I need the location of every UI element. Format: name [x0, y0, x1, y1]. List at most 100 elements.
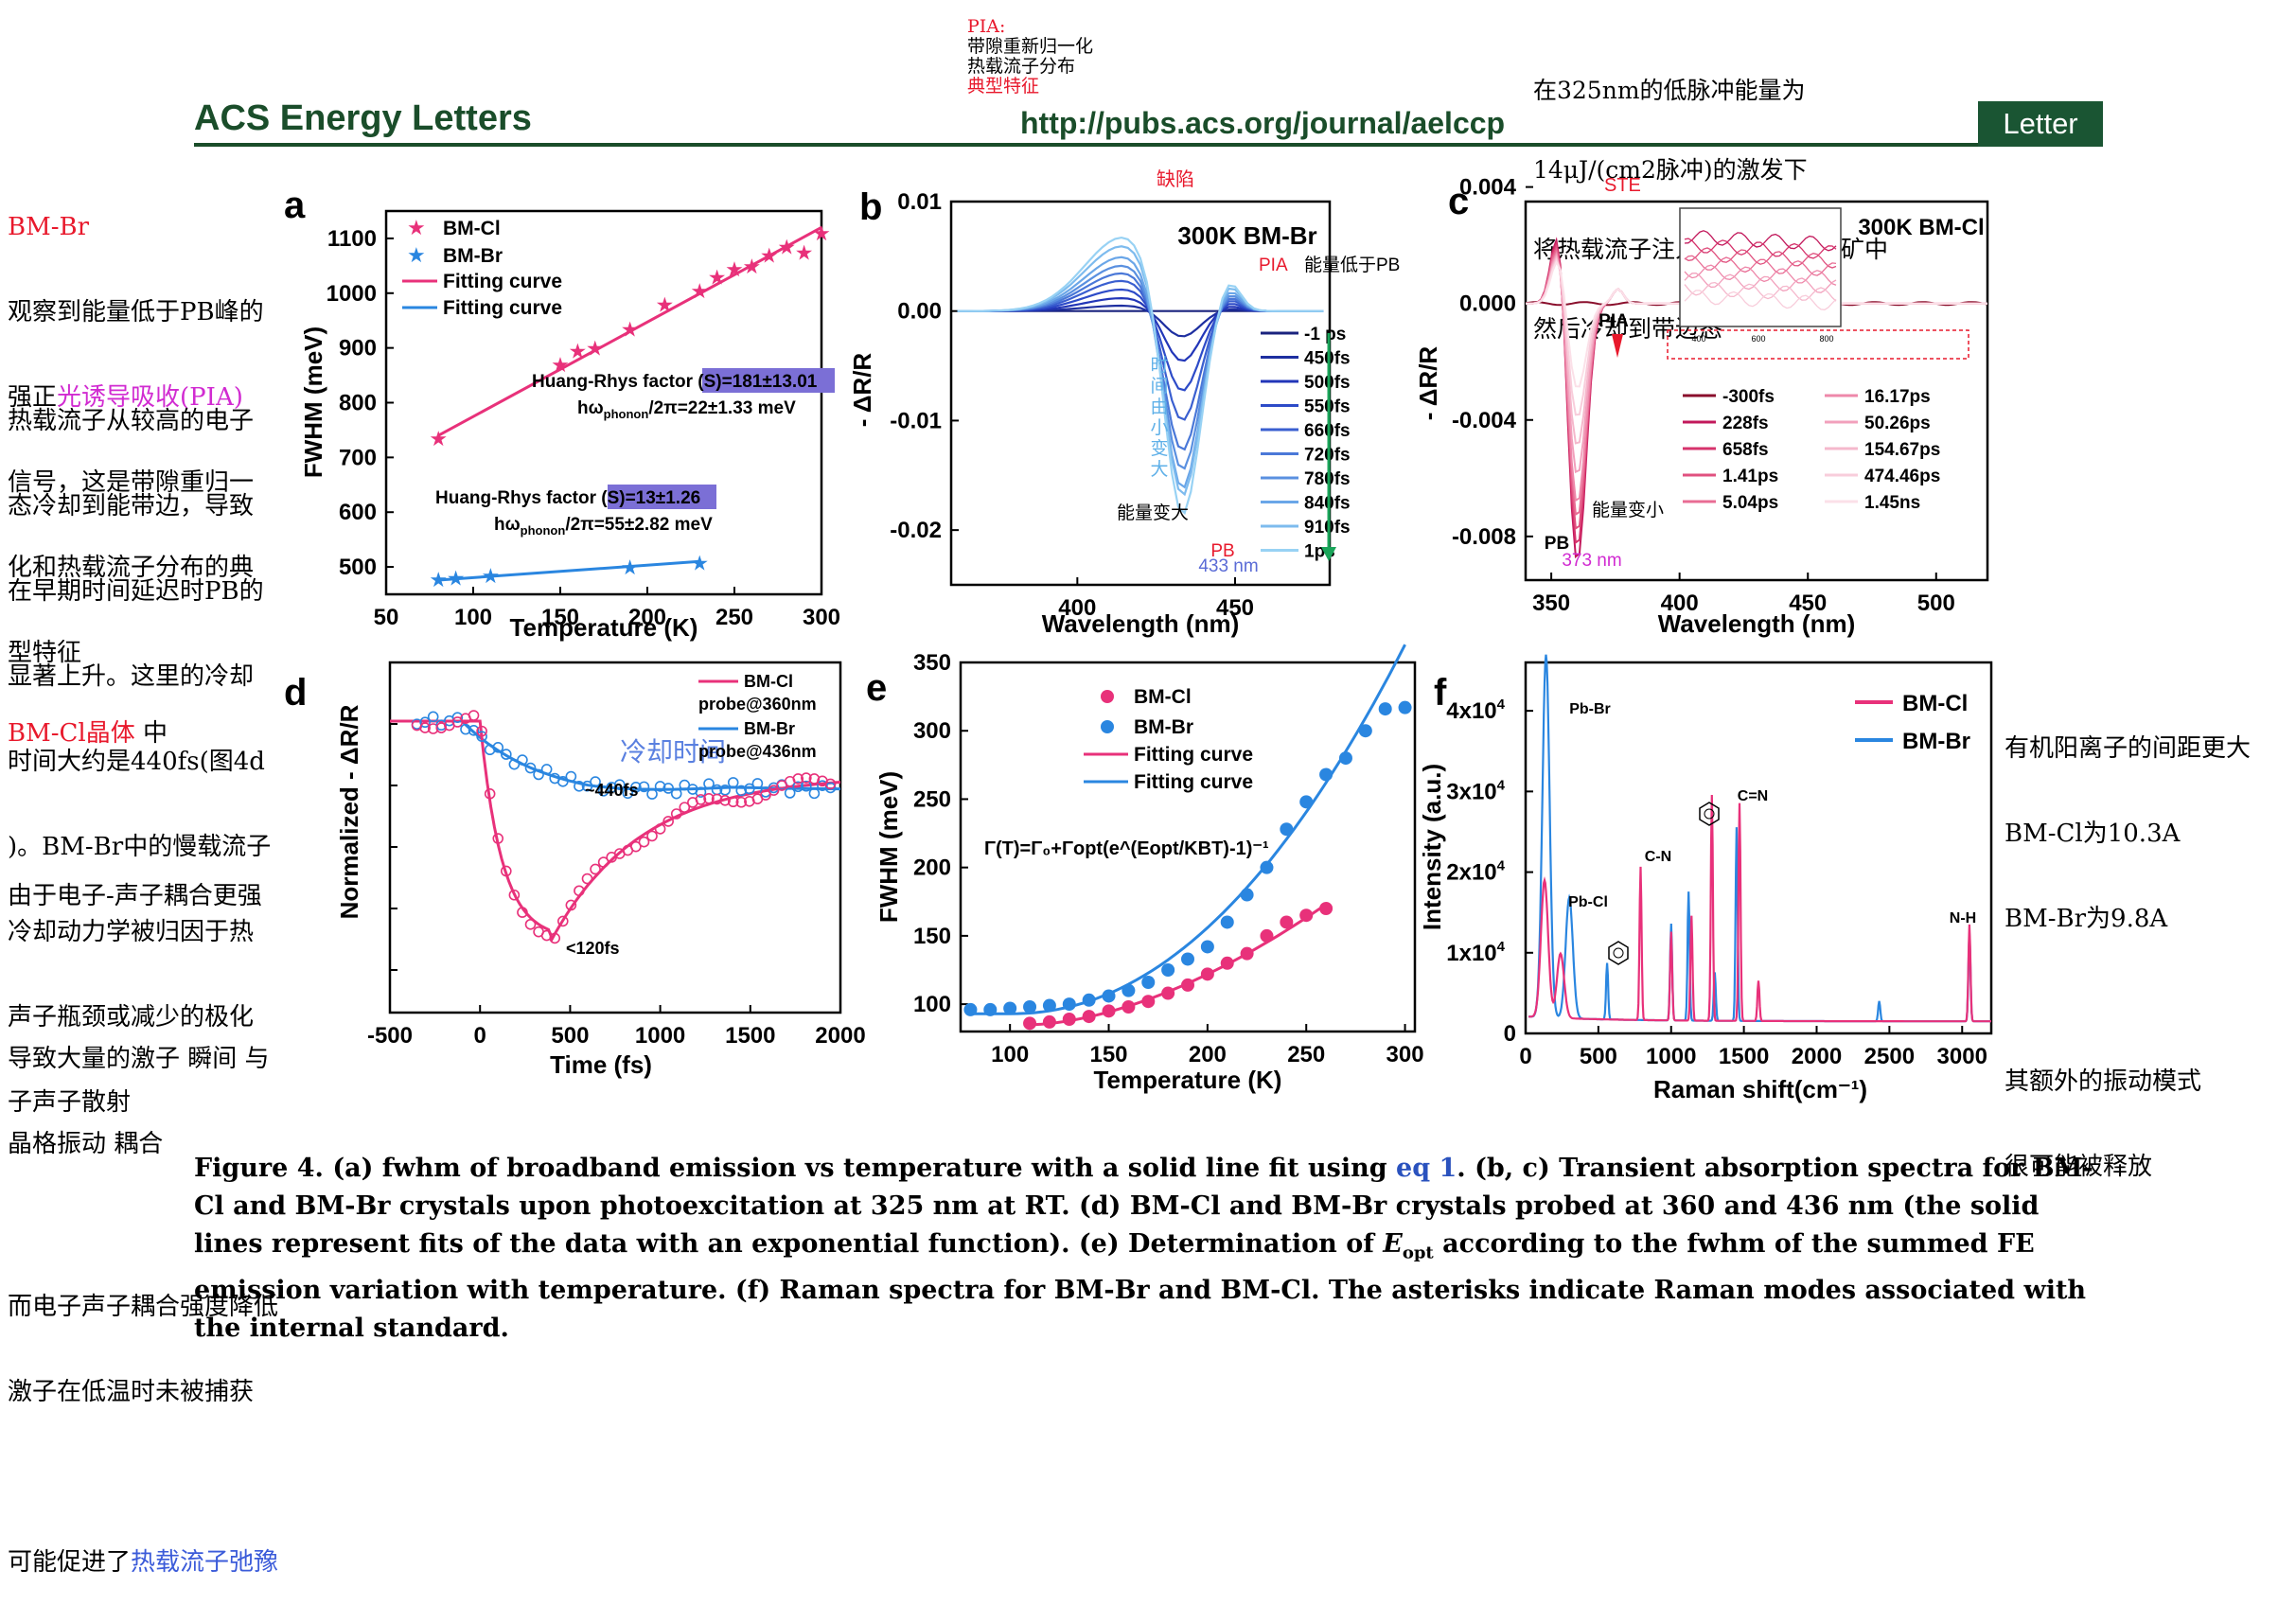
- data-point-cl: [517, 907, 528, 918]
- data-point-cl: [703, 793, 715, 804]
- pia-note-line: 典型特征: [967, 76, 1040, 97]
- panel-letter-d: d: [284, 672, 307, 714]
- data-point: ★: [429, 427, 448, 450]
- data-point-cl: [711, 793, 723, 805]
- legend-label: 840fs: [1304, 494, 1351, 514]
- legend-label: 16.17ps: [1864, 387, 1931, 407]
- y-tick-label: 300: [913, 718, 951, 744]
- data-point-br: [744, 783, 755, 795]
- x-tick-label: 0: [1519, 1044, 1531, 1069]
- time-note-char: 小: [1150, 417, 1168, 438]
- x-axis-label: Time (fs): [550, 1050, 652, 1079]
- data-point-br: [540, 764, 553, 775]
- note-line: 子声子散射: [8, 1088, 132, 1117]
- x-tick-label: 450: [1216, 595, 1254, 621]
- x-axis-label: Temperature (K): [510, 613, 698, 642]
- data-point-cl: [581, 873, 593, 885]
- pia-note-title: PIA:: [967, 16, 1006, 37]
- inset-spectrum: [1684, 230, 1837, 252]
- fit-line: [437, 226, 822, 437]
- legend-label: 1.41ps: [1722, 467, 1778, 486]
- y-tick-label: -0.004: [1452, 408, 1517, 433]
- x-tick-label: 200: [628, 605, 666, 630]
- note-line: 14μJ/(cm2脉冲)的激发下: [1533, 156, 1808, 184]
- inset-region: [1667, 329, 1969, 360]
- x-tick-label: 1500: [1719, 1044, 1769, 1069]
- data-point-cl: [735, 796, 748, 808]
- data-point-cl: [792, 773, 804, 785]
- y-tick-label: 0: [1504, 1021, 1516, 1047]
- time-note-char: 大: [1150, 459, 1168, 480]
- data-point-cl: [590, 863, 601, 875]
- pb-wavelength: 373 nm: [1562, 551, 1621, 571]
- x-tick-label: 500: [1917, 591, 1955, 616]
- data-point: [1220, 956, 1234, 970]
- panel-f: f 0 500 1000 1500 2000 2500 3000 0 1x104 2x104 3x1…: [1418, 654, 1993, 1103]
- journal-url[interactable]: http://pubs.acs.org/journal/aelccp: [1020, 106, 1506, 140]
- note-line: BM-Cl晶体 中: [8, 719, 168, 748]
- eq-link[interactable]: eq 1: [1396, 1154, 1457, 1183]
- x-axis-label: Raman shift(cm⁻¹): [1653, 1075, 1867, 1103]
- data-point-cl: [468, 710, 480, 721]
- panel-e: e 100 150 200 250 300 100 150 200 250 300 350 Temp…: [866, 644, 1424, 1094]
- legend-label: Fitting curve: [1134, 744, 1253, 766]
- data-point: [1240, 946, 1254, 961]
- x-tick-label: 250: [1287, 1042, 1325, 1067]
- panel-letter-a: a: [284, 185, 306, 226]
- legend-label-br: BM-Br: [443, 245, 503, 267]
- legend-label: -300fs: [1722, 387, 1775, 407]
- y-tick-label: 500: [339, 555, 377, 580]
- time-note-char: 间: [1150, 376, 1168, 397]
- legend-label-cl: BM-Cl: [443, 218, 501, 239]
- journal-title: ACS Energy Letters: [194, 98, 532, 138]
- data-point: ★: [812, 221, 831, 245]
- data-point-cl: [801, 772, 812, 784]
- data-point-br: [695, 786, 707, 798]
- annotation-br-phonon: hωphonon/2π=55±2.82 meV: [494, 515, 713, 538]
- spectrum-line: [957, 288, 1324, 392]
- spectrum-line: [957, 236, 1324, 516]
- note-line: 在325nm的低脉冲能量为: [1533, 77, 1806, 104]
- x-tick-label: 500: [551, 1023, 589, 1049]
- legend-label: BM-Cl: [1902, 691, 1968, 716]
- x-tick-label: 3000: [1937, 1044, 1987, 1069]
- y-tick-label: 1000: [327, 281, 377, 307]
- x-tick-label: 1000: [635, 1023, 685, 1049]
- legend-label: 660fs: [1304, 421, 1351, 441]
- pia-link: 光诱导吸收: [57, 383, 181, 412]
- x-tick-label: 300: [1386, 1042, 1424, 1067]
- legend-marker-br: ★: [407, 243, 426, 267]
- legend-label: BM-Br: [744, 719, 795, 738]
- note-line: 有机阳离子的间距更大: [2005, 734, 2252, 763]
- data-point: [1082, 993, 1096, 1007]
- data-point: [1280, 915, 1294, 929]
- legend-label: 720fs: [1304, 446, 1351, 466]
- data-point-br: [824, 782, 837, 794]
- legend-label-fit: Fitting curve: [443, 271, 562, 292]
- y-tick-label: 4x104: [1446, 697, 1505, 724]
- note-line: 导致大量的激子 瞬间 与: [8, 1045, 270, 1073]
- data-point-cl: [727, 796, 739, 808]
- x-tick-label: 450: [1789, 591, 1827, 616]
- panel-b: b 缺陷 400 450 0.01 0.00 -0.01 -0.02 Wavelength…: [848, 168, 1400, 638]
- pia-text: 能量低于PB: [1304, 255, 1400, 275]
- peak-label: C-N: [1645, 849, 1671, 865]
- note-line: 可能促进了热载流子弛豫: [8, 1548, 279, 1577]
- data-point: ★: [551, 353, 570, 377]
- data-point-cl: [824, 778, 837, 790]
- x-tick-label: 1000: [1646, 1044, 1696, 1069]
- data-point: [1220, 915, 1234, 929]
- data-point: [983, 1002, 998, 1016]
- data-point: [1299, 908, 1314, 923]
- data-point-br: [501, 749, 512, 760]
- x-tick-label: 2500: [1864, 1044, 1915, 1069]
- data-point-cl: [565, 899, 577, 911]
- panel-d: d -500 0 500 1000 1500 2000 Time (fs) Normali…: [284, 661, 866, 1079]
- y-tick-label: -0.01: [890, 408, 942, 433]
- x-tick-label: 250: [715, 605, 753, 630]
- highlight-box: [608, 485, 716, 509]
- fit-curve-br: [970, 644, 1406, 1015]
- legend-label: 550fs: [1304, 397, 1351, 417]
- x-axis-label: Wavelength (nm): [1658, 609, 1855, 638]
- data-point: ★: [429, 568, 448, 591]
